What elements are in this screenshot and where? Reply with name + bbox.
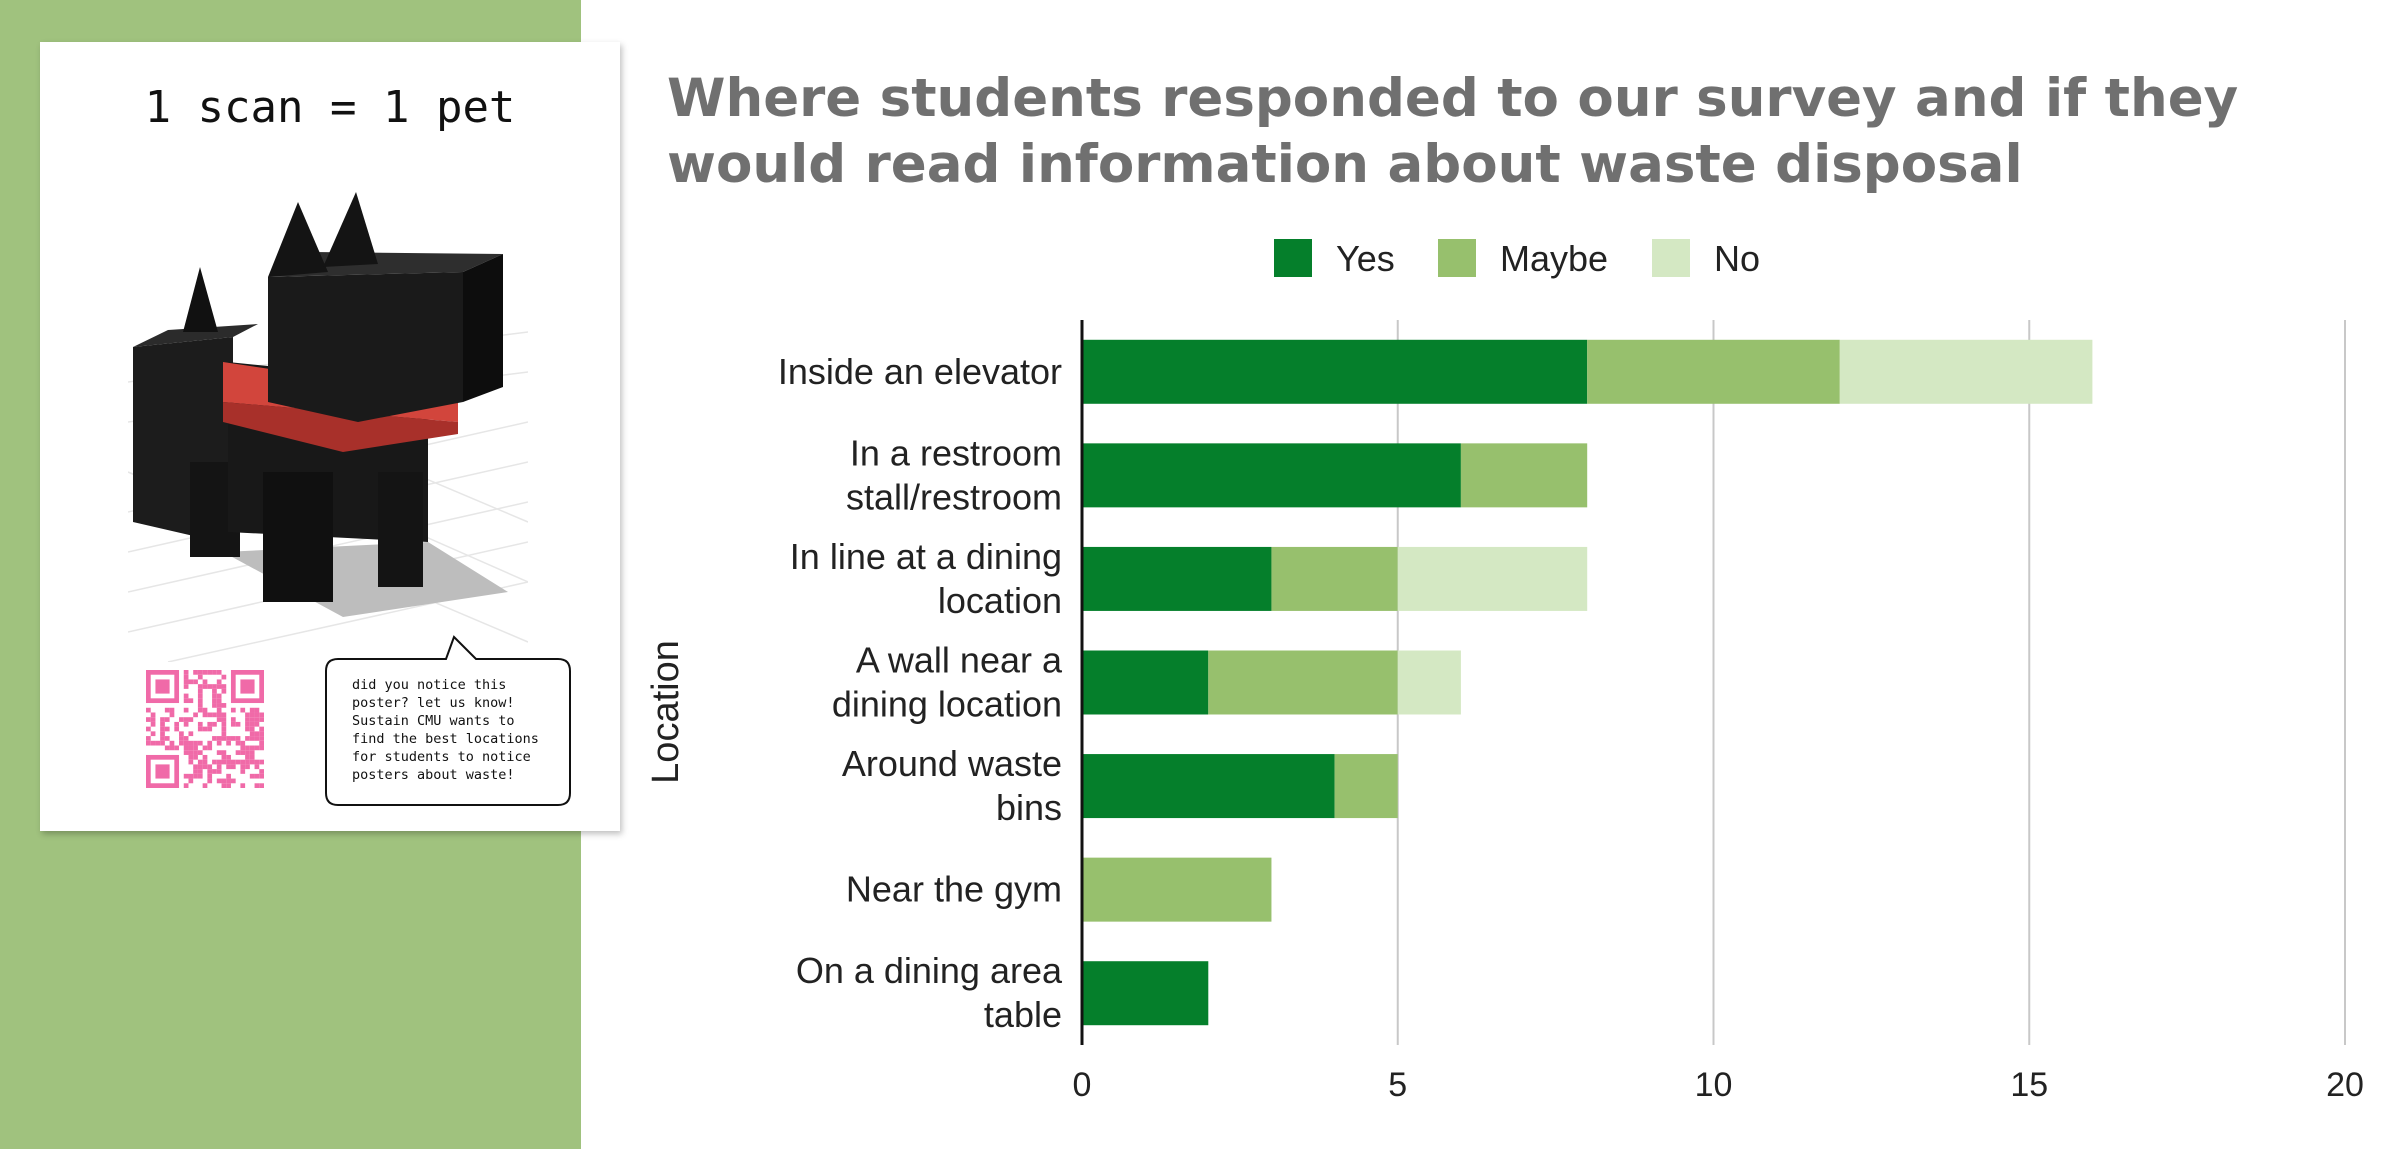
y-category-label: In a restroom stall/restroom — [846, 432, 1062, 517]
pet-head — [268, 272, 463, 422]
bar-maybe — [1208, 650, 1398, 715]
speech-text: did you notice this poster? let us know!… — [352, 676, 562, 784]
speech-line: poster? let us know! — [352, 695, 515, 711]
speech-line: find the best locations — [352, 731, 539, 747]
y-category-label: On a dining area table — [796, 950, 1063, 1035]
chart-title: Where students responded to our survey a… — [667, 68, 2239, 195]
bar-no — [1839, 339, 2093, 404]
y-category-label: Near the gym — [846, 869, 1062, 910]
pet-left-ear — [268, 202, 328, 277]
bar-maybe — [1334, 754, 1398, 819]
x-tick-label: 0 — [1073, 1066, 1092, 1104]
bar-yes — [1082, 546, 1272, 611]
qr-code[interactable] — [146, 670, 264, 788]
bar-no — [1397, 650, 1461, 715]
legend-swatch — [1652, 239, 1690, 277]
y-axis-title: Location — [645, 640, 687, 784]
legend-label: No — [1714, 238, 1760, 279]
y-category-label: A wall near a dining location — [832, 640, 1063, 725]
bar-maybe — [1271, 546, 1398, 611]
speech-line: did you notice this — [352, 677, 507, 693]
bar-maybe — [1082, 857, 1272, 922]
x-tick-label: 20 — [2326, 1066, 2364, 1104]
speech-line: Sustain CMU wants to — [352, 713, 515, 729]
poster-heading: 1 scan = 1 pet — [144, 82, 516, 133]
bar-yes — [1082, 754, 1335, 819]
pet-right-ear — [323, 192, 378, 267]
speech-line: posters about waste! — [352, 767, 515, 783]
legend-swatch — [1438, 239, 1476, 277]
pet-tail — [183, 267, 218, 332]
x-tick-label: 15 — [2010, 1066, 2048, 1104]
bar-maybe — [1460, 443, 1588, 508]
y-category-label: In line at a dining location — [790, 536, 1062, 621]
y-category-label: Inside an elevator — [778, 351, 1062, 392]
bar-yes — [1082, 443, 1461, 508]
legend-swatch — [1274, 239, 1312, 277]
legend-label: Maybe — [1500, 238, 1608, 279]
poster-card: 1 scan = 1 pet — [40, 42, 620, 831]
x-tick-label: 5 — [1388, 1066, 1407, 1104]
bar-yes — [1082, 961, 1209, 1026]
bar-yes — [1082, 339, 1588, 404]
speech-bubble — [325, 635, 571, 806]
pet-dog-illustration — [128, 192, 528, 662]
speech-line: for students to notice — [352, 749, 531, 765]
bar-maybe — [1587, 339, 1840, 404]
y-category-label: Around waste bins — [842, 743, 1062, 828]
bar-no — [1397, 546, 1588, 611]
pet-front-leg — [263, 472, 333, 602]
legend-label: Yes — [1336, 238, 1395, 279]
x-tick-label: 10 — [1695, 1066, 1733, 1104]
bar-yes — [1082, 650, 1209, 715]
